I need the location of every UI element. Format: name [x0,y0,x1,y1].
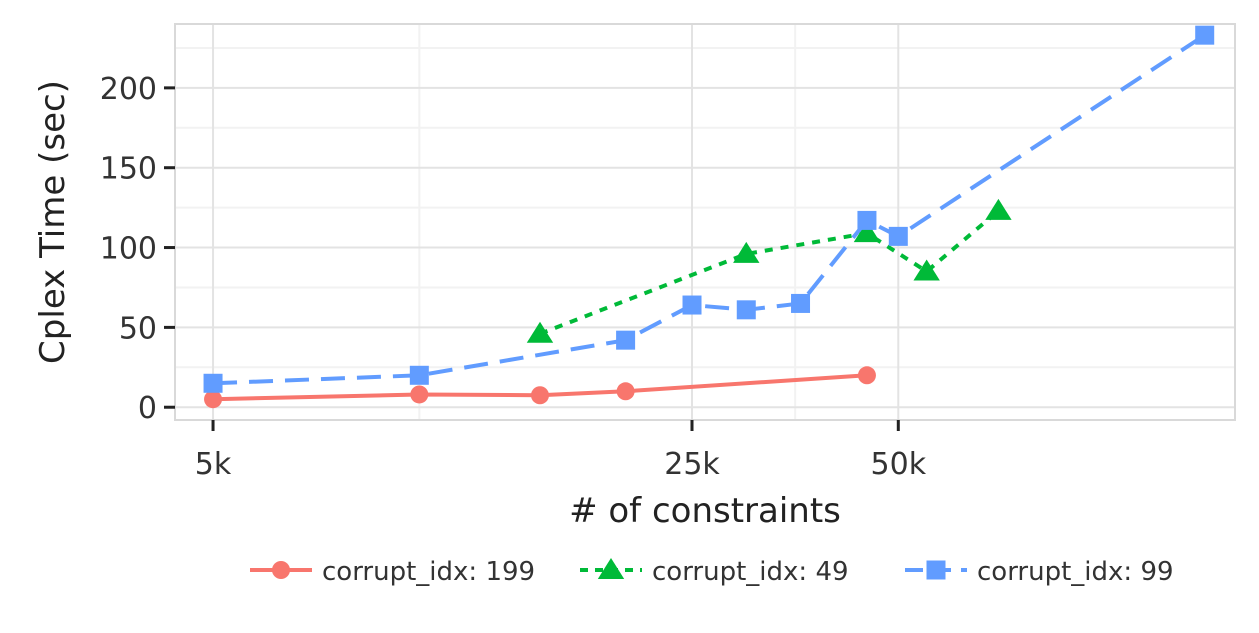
plot-panel-border [174,23,1236,421]
series-square-group [203,25,1215,393]
legend-label: corrupt_idx: 99 [977,557,1174,587]
legend-marker-triangle [597,558,625,579]
x-axis-title: # of constraints [569,491,841,531]
axis-layer: 0 50 100 150 200 5k 25k 50k [100,72,927,482]
y-tick-label: 100 [100,232,157,267]
legend-marker-square [926,560,946,580]
y-tick-label: 50 [119,311,157,346]
legend-item: corrupt_idx: 99 [905,557,1174,587]
y-axis-title: Cplex Time (sec) [33,80,73,364]
legend: corrupt_idx: 199 corrupt_idx: 49 corrupt_i… [250,557,1174,587]
data-point-triangle [985,198,1012,220]
series-circle-group [204,366,876,409]
legend-label: corrupt_idx: 199 [322,557,535,587]
data-point-square [857,210,877,230]
y-tick-label: 200 [100,72,157,107]
data-point-square [888,226,908,246]
data-point-circle [857,366,876,385]
y-tick-label: 0 [138,391,157,426]
grid-layer [175,24,1235,420]
series-triangle-group [526,198,1012,343]
data-point-square [1195,25,1215,45]
legend-item: corrupt_idx: 49 [580,557,849,587]
data-point-square [409,365,429,385]
data-point-triangle [913,259,940,281]
series-layer [203,25,1215,409]
legend-label: corrupt_idx: 49 [652,557,849,587]
legend-marker-circle [272,561,290,579]
data-point-triangle [526,321,554,343]
y-tick-label: 150 [100,152,157,187]
data-point-square [736,300,756,320]
data-point-square [791,293,811,313]
data-point-circle [530,386,549,405]
data-point-square [203,373,223,393]
data-point-square [616,330,636,350]
x-tick-label: 50k [871,447,927,482]
data-point-circle [616,382,635,401]
legend-item: corrupt_idx: 199 [250,557,535,587]
data-point-triangle [853,221,881,243]
data-point-triangle [733,241,760,263]
data-point-square [682,295,702,315]
x-tick-label: 25k [664,447,720,482]
data-point-circle [204,390,223,409]
x-tick-label: 5k [195,447,232,482]
data-point-circle [410,385,429,404]
